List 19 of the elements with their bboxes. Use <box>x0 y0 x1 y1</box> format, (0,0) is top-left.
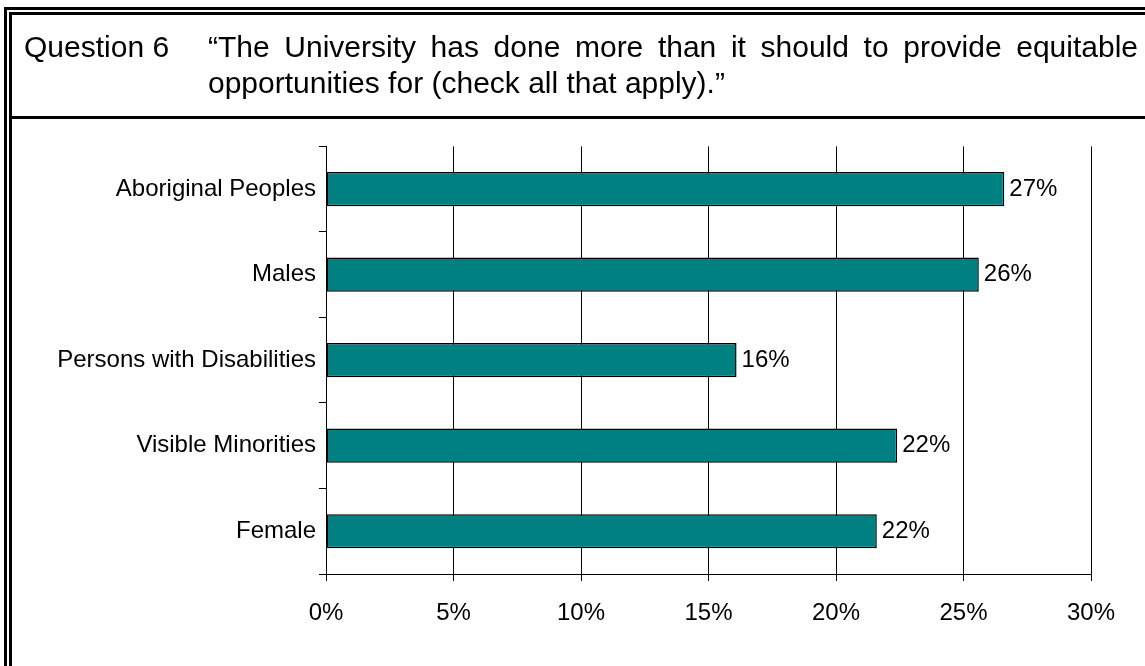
data-label: 26% <box>983 259 1032 287</box>
x-tick-label: 15% <box>684 598 733 626</box>
data-label: 16% <box>741 344 790 372</box>
x-tick-label: 5% <box>436 598 471 626</box>
y-tick-label: Males <box>251 259 316 287</box>
data-label: 22% <box>902 430 951 458</box>
y-tick-label: Female <box>235 515 316 543</box>
x-tick-label: 0% <box>308 598 344 626</box>
y-tick-label: Aboriginal Peoples <box>115 173 316 201</box>
x-tick-label: 30% <box>1066 598 1116 626</box>
data-label: 27% <box>1009 173 1058 201</box>
x-tick-label: 25% <box>939 598 988 626</box>
data-label: 22% <box>881 515 930 543</box>
chart-subtitle: “The University has done more than it should to provide equitable opportunities for (check all that apply).” <box>208 29 1138 101</box>
y-tick-label: Persons with Disabilities <box>57 344 316 372</box>
y-tick-label: Visible Minorities <box>136 430 316 458</box>
x-tick-label: 10% <box>556 598 606 626</box>
x-tick-label: 20% <box>811 598 861 626</box>
chart-title: Question 6 <box>24 29 170 65</box>
